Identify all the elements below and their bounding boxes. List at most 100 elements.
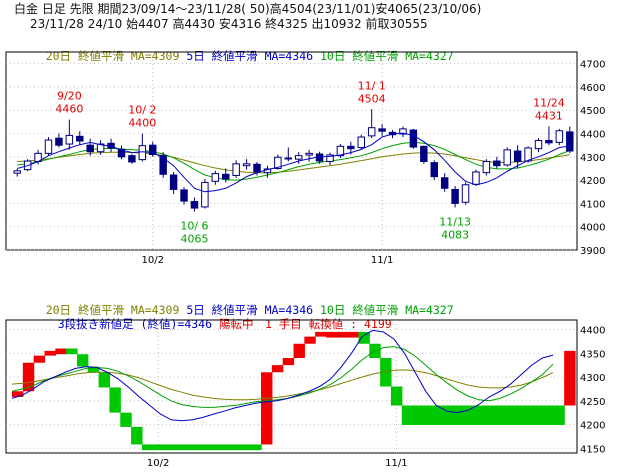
- ma20-line-bottom: [11, 369, 554, 401]
- y-tick-label-top: 4500: [580, 106, 605, 117]
- candle-body: [503, 149, 511, 166]
- break-block: [12, 391, 24, 397]
- break-block: [98, 372, 111, 388]
- candle-body: [555, 130, 564, 143]
- candle-body: [190, 201, 199, 209]
- legend-ma5-bottom: 5日 終値平滑 MA=4346: [186, 303, 314, 317]
- candle-body: [399, 128, 407, 135]
- break-block: [325, 331, 338, 338]
- break-block: [531, 405, 544, 425]
- chart-header-line1: 白金 日足 先限 期間23/09/14～23/11/28( 50)高4504(2…: [14, 2, 482, 16]
- break-block: [196, 444, 208, 451]
- break-block: [477, 405, 489, 425]
- break-block: [293, 343, 305, 358]
- candle-body: [96, 143, 105, 153]
- break-block: [163, 444, 176, 451]
- break-block: [455, 405, 468, 425]
- annotation-date: 10/ 2: [128, 104, 156, 117]
- break-block: [358, 331, 370, 344]
- candle-body: [524, 147, 532, 162]
- break-block: [347, 331, 360, 338]
- legend-ma10-bottom: 10日 終値平滑 MA=4327: [320, 303, 454, 317]
- candle-body: [472, 171, 480, 185]
- break-block: [499, 405, 511, 425]
- break-block: [271, 365, 284, 373]
- kagi-info-status: 陽転中 1 手目 転換値 : 4199: [218, 317, 392, 331]
- break-block: [564, 350, 576, 406]
- candle-body: [253, 163, 261, 173]
- candle-body: [242, 163, 251, 167]
- candle-body: [169, 174, 178, 190]
- plot-frame-top: [5, 51, 578, 251]
- break-block: [228, 444, 240, 451]
- break-block: [315, 331, 327, 337]
- x-tick-label-bottom: 11/1: [385, 458, 407, 469]
- x-tick-label-bottom: 10/2: [147, 458, 169, 469]
- candle-body: [545, 140, 553, 144]
- legend-ma20: 20日 終値平滑 MA=4309: [45, 49, 180, 63]
- break-block: [282, 358, 295, 366]
- break-block: [33, 355, 46, 363]
- candle-body: [378, 128, 386, 132]
- ma10-line-top: [17, 141, 570, 181]
- annotation-value: 4083: [441, 228, 469, 241]
- ma20-line-top: [17, 151, 570, 174]
- break-block: [152, 444, 165, 451]
- candle-body: [65, 134, 74, 145]
- candle-body: [534, 140, 543, 150]
- break-block: [466, 405, 479, 425]
- candle-body: [430, 162, 438, 178]
- candle-body: [128, 155, 136, 163]
- y-tick-label-top: 3900: [580, 246, 605, 257]
- candle-body: [336, 145, 345, 157]
- candle-body: [180, 189, 188, 202]
- break-block: [239, 444, 251, 451]
- candle-body: [76, 135, 84, 142]
- break-block: [542, 405, 554, 425]
- break-block: [412, 405, 425, 425]
- candle-body: [440, 177, 449, 189]
- candle-body: [149, 144, 157, 155]
- break-block: [304, 336, 316, 344]
- y-tick-label-top: 4700: [580, 60, 605, 71]
- break-block: [109, 387, 121, 413]
- y-tick-label-bottom: 4350: [580, 349, 605, 360]
- candle-body: [211, 173, 220, 182]
- ma5-line-top: [17, 132, 570, 193]
- break-block: [120, 412, 132, 427]
- x-tick-label-top: 11/1: [371, 255, 393, 266]
- annotation-date: 11/13: [439, 215, 471, 228]
- top-legend: 20日 終値平滑 MA=4309 5日 終値平滑 MA=4346 10日 終値平…: [18, 37, 454, 76]
- y-tick-label-bottom: 4200: [580, 421, 605, 432]
- candle-body: [44, 139, 53, 154]
- candle-body: [138, 145, 147, 161]
- y-tick-label-top: 4200: [580, 176, 605, 187]
- break-block: [401, 405, 414, 425]
- candle-body: [294, 155, 303, 160]
- candle-body: [367, 127, 376, 137]
- y-tick-label-bottom: 4300: [580, 373, 605, 384]
- candle-body: [566, 131, 574, 152]
- break-block: [261, 372, 273, 445]
- candle-body: [232, 163, 240, 176]
- break-block: [22, 362, 35, 392]
- candle-body: [461, 184, 470, 203]
- break-block: [336, 331, 349, 338]
- candle-body: [55, 137, 63, 146]
- break-block: [141, 444, 154, 451]
- candle-body: [274, 156, 282, 169]
- plot-frame-bottom: [5, 319, 578, 454]
- break-block: [44, 350, 56, 356]
- annotation-value: 4065: [180, 233, 208, 246]
- candle-body: [284, 157, 293, 160]
- annotation-date: 9/20: [57, 90, 82, 103]
- break-block: [488, 405, 500, 425]
- y-tick-label-top: 4100: [580, 199, 605, 210]
- legend-ma5: 5日 終値平滑 MA=4346: [186, 49, 314, 63]
- break-block: [510, 405, 522, 425]
- ma5-line-bottom: [11, 329, 554, 422]
- candle-body: [159, 155, 167, 175]
- candle-body: [482, 160, 491, 174]
